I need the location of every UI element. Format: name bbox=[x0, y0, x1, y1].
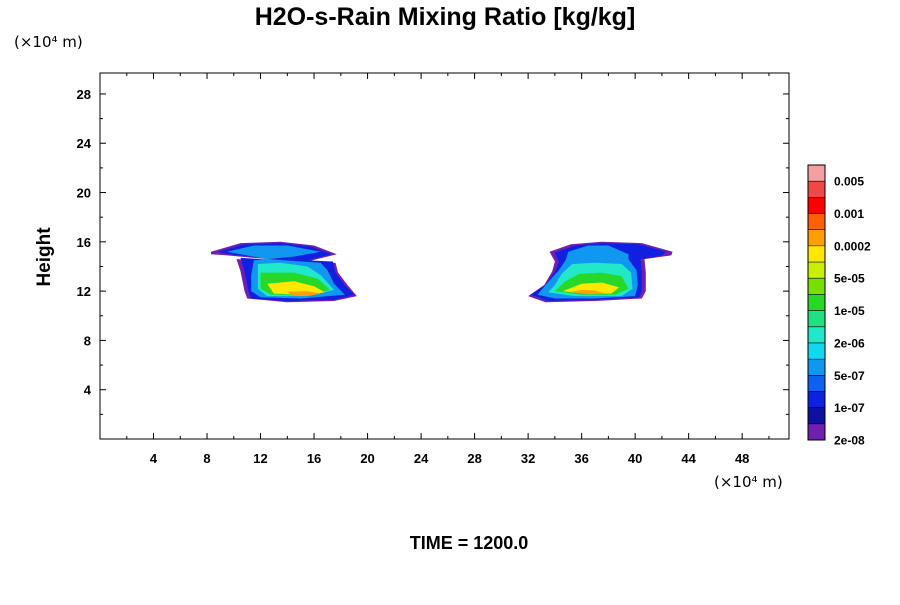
plot-frame bbox=[99, 72, 790, 440]
contour-band-left-5 bbox=[267, 281, 325, 295]
x-tick-label: 48 bbox=[735, 451, 749, 466]
x-tick-label: 44 bbox=[681, 451, 696, 466]
x-unit-label: (×10⁴ m) bbox=[714, 473, 783, 491]
x-tick-label: 40 bbox=[628, 451, 642, 466]
colorbar-swatch bbox=[808, 197, 825, 214]
y-tick-label: 8 bbox=[84, 333, 91, 348]
colorbar-swatch bbox=[808, 294, 825, 311]
colorbar-swatch bbox=[808, 375, 825, 392]
colorbar-swatch bbox=[808, 359, 825, 376]
colorbar-swatch bbox=[808, 278, 825, 295]
x-tick-label: 12 bbox=[253, 451, 267, 466]
plot-fields bbox=[211, 241, 673, 303]
colorbar-label: 0.0002 bbox=[834, 239, 871, 253]
contour-band-left-6 bbox=[287, 291, 321, 297]
colorbar-swatch bbox=[808, 342, 825, 360]
colorbar: 0.005 0.001 0.0002 5e-05 1e-05 2e-06 5e-07 1e-0… bbox=[807, 164, 871, 448]
colorbar-label: 5e-07 bbox=[834, 369, 865, 383]
colorbar-swatch bbox=[808, 423, 825, 441]
colorbar-swatch bbox=[808, 165, 825, 182]
y-unit-label: (×10⁴ m) bbox=[14, 33, 83, 51]
colorbar-label: 1e-07 bbox=[834, 401, 865, 415]
chart-title: H2O-s-Rain Mixing Ratio [kg/kg] bbox=[255, 3, 636, 31]
y-tick-label: 28 bbox=[77, 87, 91, 102]
colorbar-swatch bbox=[808, 229, 825, 247]
colorbar-swatch bbox=[808, 245, 825, 263]
contour-field-right bbox=[528, 241, 673, 303]
contour-field-left bbox=[211, 241, 357, 303]
x-tick-label: 8 bbox=[203, 451, 210, 466]
colorbar-swatch bbox=[808, 181, 825, 198]
colorbar-swatch bbox=[808, 213, 825, 231]
x-tick-label: 4 bbox=[150, 451, 158, 466]
x-tick-label: 20 bbox=[360, 451, 374, 466]
colorbar-label: 0.001 bbox=[834, 207, 864, 221]
y-tick-label: 20 bbox=[77, 186, 91, 201]
colorbar-swatch bbox=[808, 407, 825, 425]
colorbar-label: 1e-05 bbox=[834, 304, 865, 318]
x-tick-label: 36 bbox=[574, 451, 588, 466]
time-label: TIME = 1200.0 bbox=[410, 533, 529, 553]
colorbar-swatch bbox=[808, 326, 825, 344]
y-tick-label: 12 bbox=[77, 284, 91, 299]
colorbar-swatch bbox=[808, 262, 825, 279]
colorbar-label: 5e-05 bbox=[834, 272, 865, 286]
x-tick-label: 16 bbox=[307, 451, 321, 466]
y-tick-label: 16 bbox=[77, 235, 91, 250]
y-axis-label: Height bbox=[34, 227, 55, 287]
contour-band-right-6 bbox=[570, 289, 606, 295]
colorbar-swatch bbox=[808, 391, 825, 408]
x-tick-label: 32 bbox=[521, 451, 535, 466]
y-tick-label: 24 bbox=[77, 136, 92, 151]
x-tick-label: 28 bbox=[467, 451, 481, 466]
colorbar-label: 2e-08 bbox=[834, 434, 865, 448]
x-tick-label: 24 bbox=[414, 451, 429, 466]
colorbar-swatch bbox=[808, 310, 825, 328]
y-tick-label: 4 bbox=[84, 383, 92, 398]
colorbar-label: 2e-06 bbox=[834, 336, 865, 350]
colorbar-frame bbox=[807, 164, 826, 441]
colorbar-label: 0.005 bbox=[834, 175, 864, 189]
